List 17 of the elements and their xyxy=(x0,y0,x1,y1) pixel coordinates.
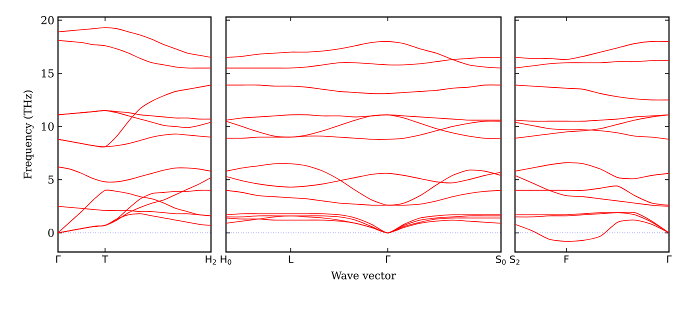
x-tick-label: H$_{2}$ xyxy=(206,256,216,265)
y-tick-label: 10 xyxy=(42,122,54,131)
y-tick-label: 20 xyxy=(41,16,54,24)
y-tick-label: 0 xyxy=(48,228,54,238)
x-tick-label: Γ xyxy=(667,256,672,263)
y-tick-label: 5 xyxy=(48,176,54,184)
x-tick-label: Γ xyxy=(386,256,390,263)
y-tick-label: 15 xyxy=(42,69,54,78)
x-tick-label: L xyxy=(288,256,294,263)
x-tick-label: S$_{2}$ xyxy=(510,256,520,265)
x-tick-label: Γ xyxy=(56,256,61,263)
x-axis-title: Wave vector xyxy=(331,272,396,280)
x-tick-label: T xyxy=(102,256,108,263)
x-tick-label: H$_{0}$ xyxy=(220,256,232,265)
y-axis-title: Frequency (THz) xyxy=(23,90,34,179)
x-tick-label: S$_{0}$ xyxy=(496,256,506,265)
x-tick-label: F xyxy=(564,256,569,263)
